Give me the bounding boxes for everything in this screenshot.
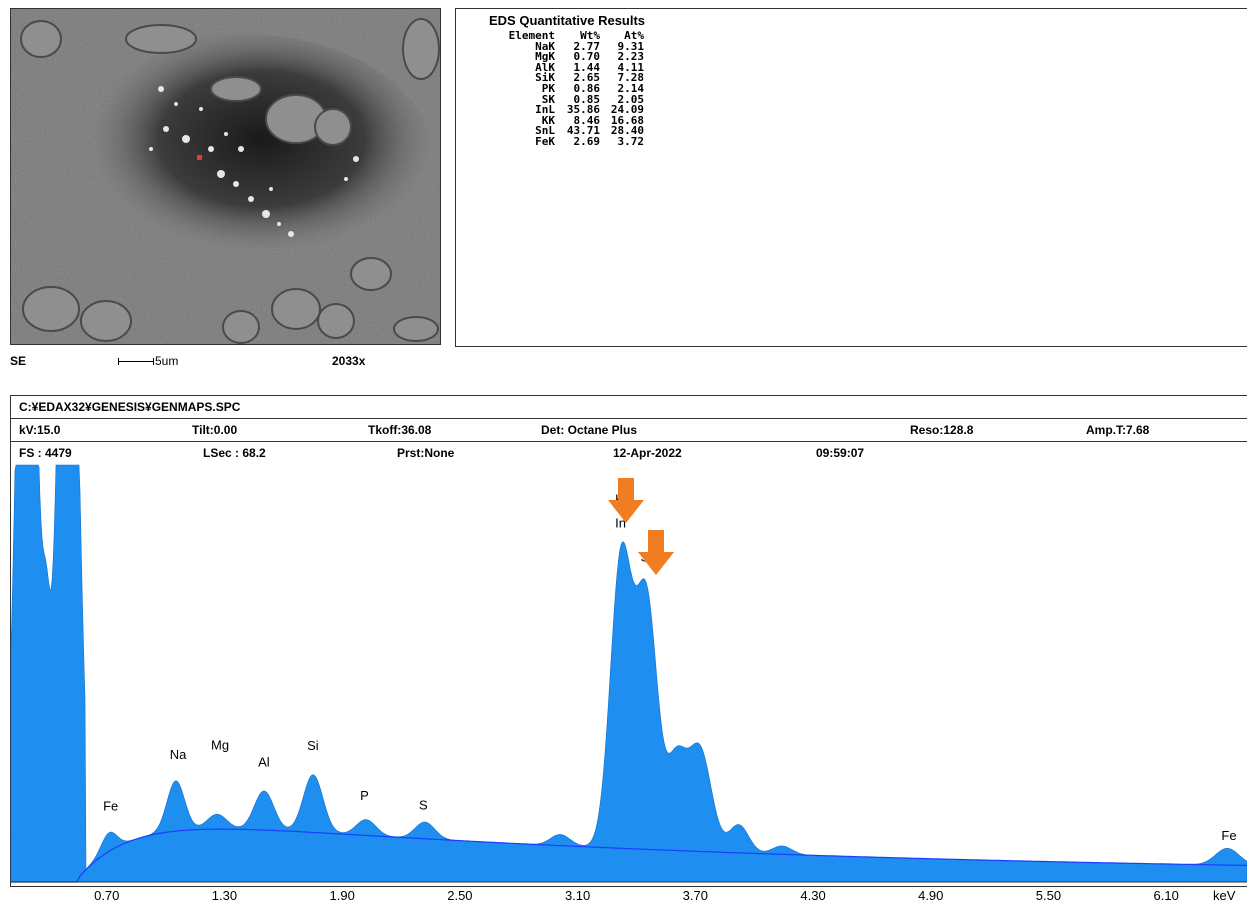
results-cell-wt: 1.44 [573, 60, 601, 74]
spectrum-file-row: C:¥EDAX32¥GENESIS¥GENMAPS.SPC [11, 396, 1247, 419]
spectrum-acq-row: FS : 4479 LSec : 68.2 Prst:None 12-Apr-2… [11, 442, 1247, 464]
peak-label-fe: Fe [1221, 828, 1236, 843]
eds-results-panel: EDS Quantitative Results Element Wt% At%… [455, 8, 1247, 347]
results-row: NaK 2.77 9.31 [497, 39, 645, 53]
results-cell-at: 28.40 [610, 124, 644, 138]
results-row: SnL 43.71 28.40 [497, 126, 644, 137]
x-tick-label: 4.30 [800, 888, 825, 903]
results-cell-wt: 43.71 [566, 124, 600, 138]
kv-value: kV:15.0 [19, 423, 61, 437]
takeoff-value: Tkoff:36.08 [368, 423, 432, 437]
peak-label-fe: Fe [103, 798, 118, 813]
spectrum-params-row: kV:15.0 Tilt:0.00 Tkoff:36.08 Det: Octan… [11, 419, 1247, 442]
results-cell-at: 4.11 [617, 60, 645, 74]
results-cell-at: 9.31 [617, 39, 645, 53]
results-cell-element: KK [541, 113, 555, 127]
time-value: 09:59:07 [816, 446, 865, 460]
x-tick-label: 3.70 [683, 888, 708, 903]
x-axis-unit: keV [1213, 888, 1236, 903]
results-cell-element: InL [535, 103, 555, 117]
results-cell-element: MgK [535, 50, 555, 64]
resolution-value: Reso:128.8 [910, 423, 974, 437]
detector-value: Det: Octane Plus [541, 423, 638, 437]
results-row: InL 35.86 24.09 [497, 103, 644, 117]
x-tick-label: 0.70 [94, 888, 119, 903]
header-wt: Wt% [580, 29, 600, 42]
results-cell-element: AlK [535, 60, 555, 74]
results-cell-wt: 0.85 [573, 92, 601, 106]
x-tick-label: 2.50 [447, 888, 472, 903]
header-at: At% [624, 29, 644, 42]
scale-bar-label: 5um [155, 354, 179, 368]
x-tick-label: 1.90 [330, 888, 355, 903]
results-cell-at: 2.05 [617, 92, 645, 106]
tilt-value: Tilt:0.00 [192, 423, 238, 437]
x-tick-label: 4.90 [918, 888, 943, 903]
results-cell-at: 24.09 [610, 103, 644, 117]
spectrum-panel: C:¥EDAX32¥GENESIS¥GENMAPS.SPC kV:15.0 Ti… [10, 395, 1247, 887]
results-table: Element Wt% At% NaK 2.77 9.31 MgK 0.70 2.23 Al… [497, 29, 645, 148]
results-row: AlK 1.44 4.11 [497, 60, 645, 74]
spectrum-file-path: C:¥EDAX32¥GENESIS¥GENMAPS.SPC [19, 400, 241, 414]
sem-micrograph [10, 8, 441, 345]
full-scale-value: FS : 4479 [19, 446, 72, 460]
results-cell-element: SiK [535, 71, 555, 85]
magnification-label: 2033x [332, 354, 366, 368]
results-cell-wt: 2.77 [573, 39, 601, 53]
peak-label-si: Si [307, 738, 319, 753]
results-cell-at: 3.72 [617, 134, 645, 148]
results-row: FeK 2.69 3.72 [497, 134, 645, 148]
results-cell-at: 16.68 [610, 113, 644, 127]
peak-label-na: Na [170, 747, 187, 762]
results-cell-at: 7.28 [617, 71, 645, 85]
results-cell-wt: 2.69 [573, 134, 601, 148]
results-cell-element: FeK [535, 134, 555, 148]
live-seconds-value: LSec : 68.2 [203, 446, 266, 460]
peak-arrow-icon [638, 530, 674, 575]
scale-bar [118, 358, 154, 365]
results-cell-element: SK [541, 92, 555, 106]
spectrum-area [10, 464, 1247, 883]
preset-value: Prst:None [397, 446, 455, 460]
results-row: MgK 0.70 2.23 [497, 50, 645, 64]
results-cell-element: PK [541, 81, 555, 95]
results-title: EDS Quantitative Results [489, 13, 646, 28]
results-row: KK 8.46 16.68 [497, 113, 644, 127]
date-value: 12-Apr-2022 [613, 446, 682, 460]
x-tick-label: 5.50 [1036, 888, 1061, 903]
results-cell-wt: 8.46 [573, 113, 601, 127]
peak-label-p: P [360, 788, 369, 803]
results-cell-wt: 2.65 [573, 71, 601, 85]
detector-mode-label: SE [10, 354, 27, 368]
results-header-row: Element Wt% At% [497, 29, 644, 42]
peak-label-s: S [419, 797, 428, 812]
results-row: SiK 2.65 7.28 [497, 73, 644, 84]
x-tick-label: 3.10 [565, 888, 590, 903]
peak-label-al: Al [258, 755, 270, 770]
results-cell-at: 2.14 [617, 81, 645, 95]
x-tick-label: 1.30 [212, 888, 237, 903]
background-fit-line [11, 828, 1247, 883]
results-cell-wt: 35.86 [566, 103, 600, 117]
peak-label-mg: Mg [211, 737, 229, 752]
results-cell-wt: 0.70 [573, 50, 601, 64]
results-cell-element: NaK [535, 39, 555, 53]
results-row: SK 0.85 2.05 [497, 92, 645, 106]
results-row: PK 0.86 2.14 [497, 81, 645, 95]
results-cell-at: 2.23 [617, 50, 645, 64]
peak-label-in: In [615, 516, 626, 531]
amp-time-value: Amp.T:7.68 [1086, 423, 1150, 437]
peak-arrow-icon [608, 478, 644, 523]
results-cell-wt: 0.86 [573, 81, 601, 95]
x-tick-label: 6.10 [1154, 888, 1179, 903]
header-element: Element [508, 29, 555, 42]
sem-image [11, 9, 440, 344]
results-cell-element: SnL [535, 124, 555, 138]
